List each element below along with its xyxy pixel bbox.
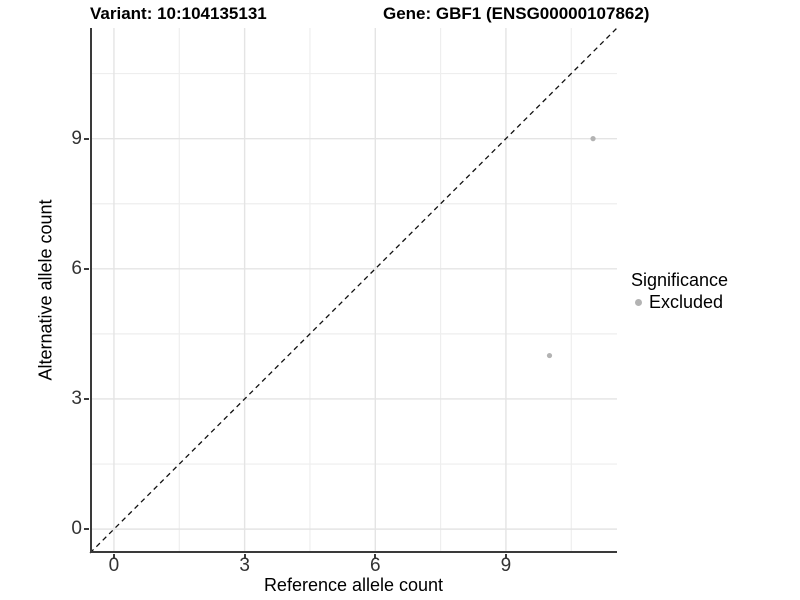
y-tick-mark (84, 397, 89, 400)
x-tick-label: 3 (239, 555, 250, 576)
y-tick-label: 9 (71, 127, 82, 149)
x-tick-label: 0 (108, 555, 120, 576)
legend-item-label: Excluded (649, 292, 724, 312)
legend: Significance Excluded (631, 270, 728, 313)
plot-title-gene: Gene: GBF1 (ENSG00000107862) (383, 4, 650, 23)
y-tick-label: 6 (71, 257, 82, 279)
x-tick-label: 9 (500, 555, 512, 576)
plot-panel (89, 27, 618, 554)
x-tick-mark (243, 554, 246, 559)
y-tick-label: 0 (71, 518, 82, 540)
x-axis-title: Reference allele count (263, 575, 444, 595)
y-axis-title: Alternative allele count (35, 199, 56, 381)
data-point (546, 352, 553, 359)
x-tick-mark (374, 554, 377, 559)
identity-dashed-line (89, 27, 618, 554)
x-tick-label: 6 (369, 555, 381, 576)
legend-title: Significance (631, 270, 729, 290)
plot-title-variant: Variant: 10:104135131 (90, 4, 267, 23)
y-tick-label: 3 (71, 387, 82, 409)
legend-point-icon (635, 299, 642, 306)
x-tick-mark (112, 554, 115, 559)
y-tick-mark (84, 267, 89, 270)
y-tick-mark (84, 528, 89, 531)
y-tick-mark (84, 137, 89, 140)
data-point (590, 136, 596, 142)
x-tick-mark (504, 554, 507, 559)
legend-item-excluded: Excluded (631, 292, 728, 313)
